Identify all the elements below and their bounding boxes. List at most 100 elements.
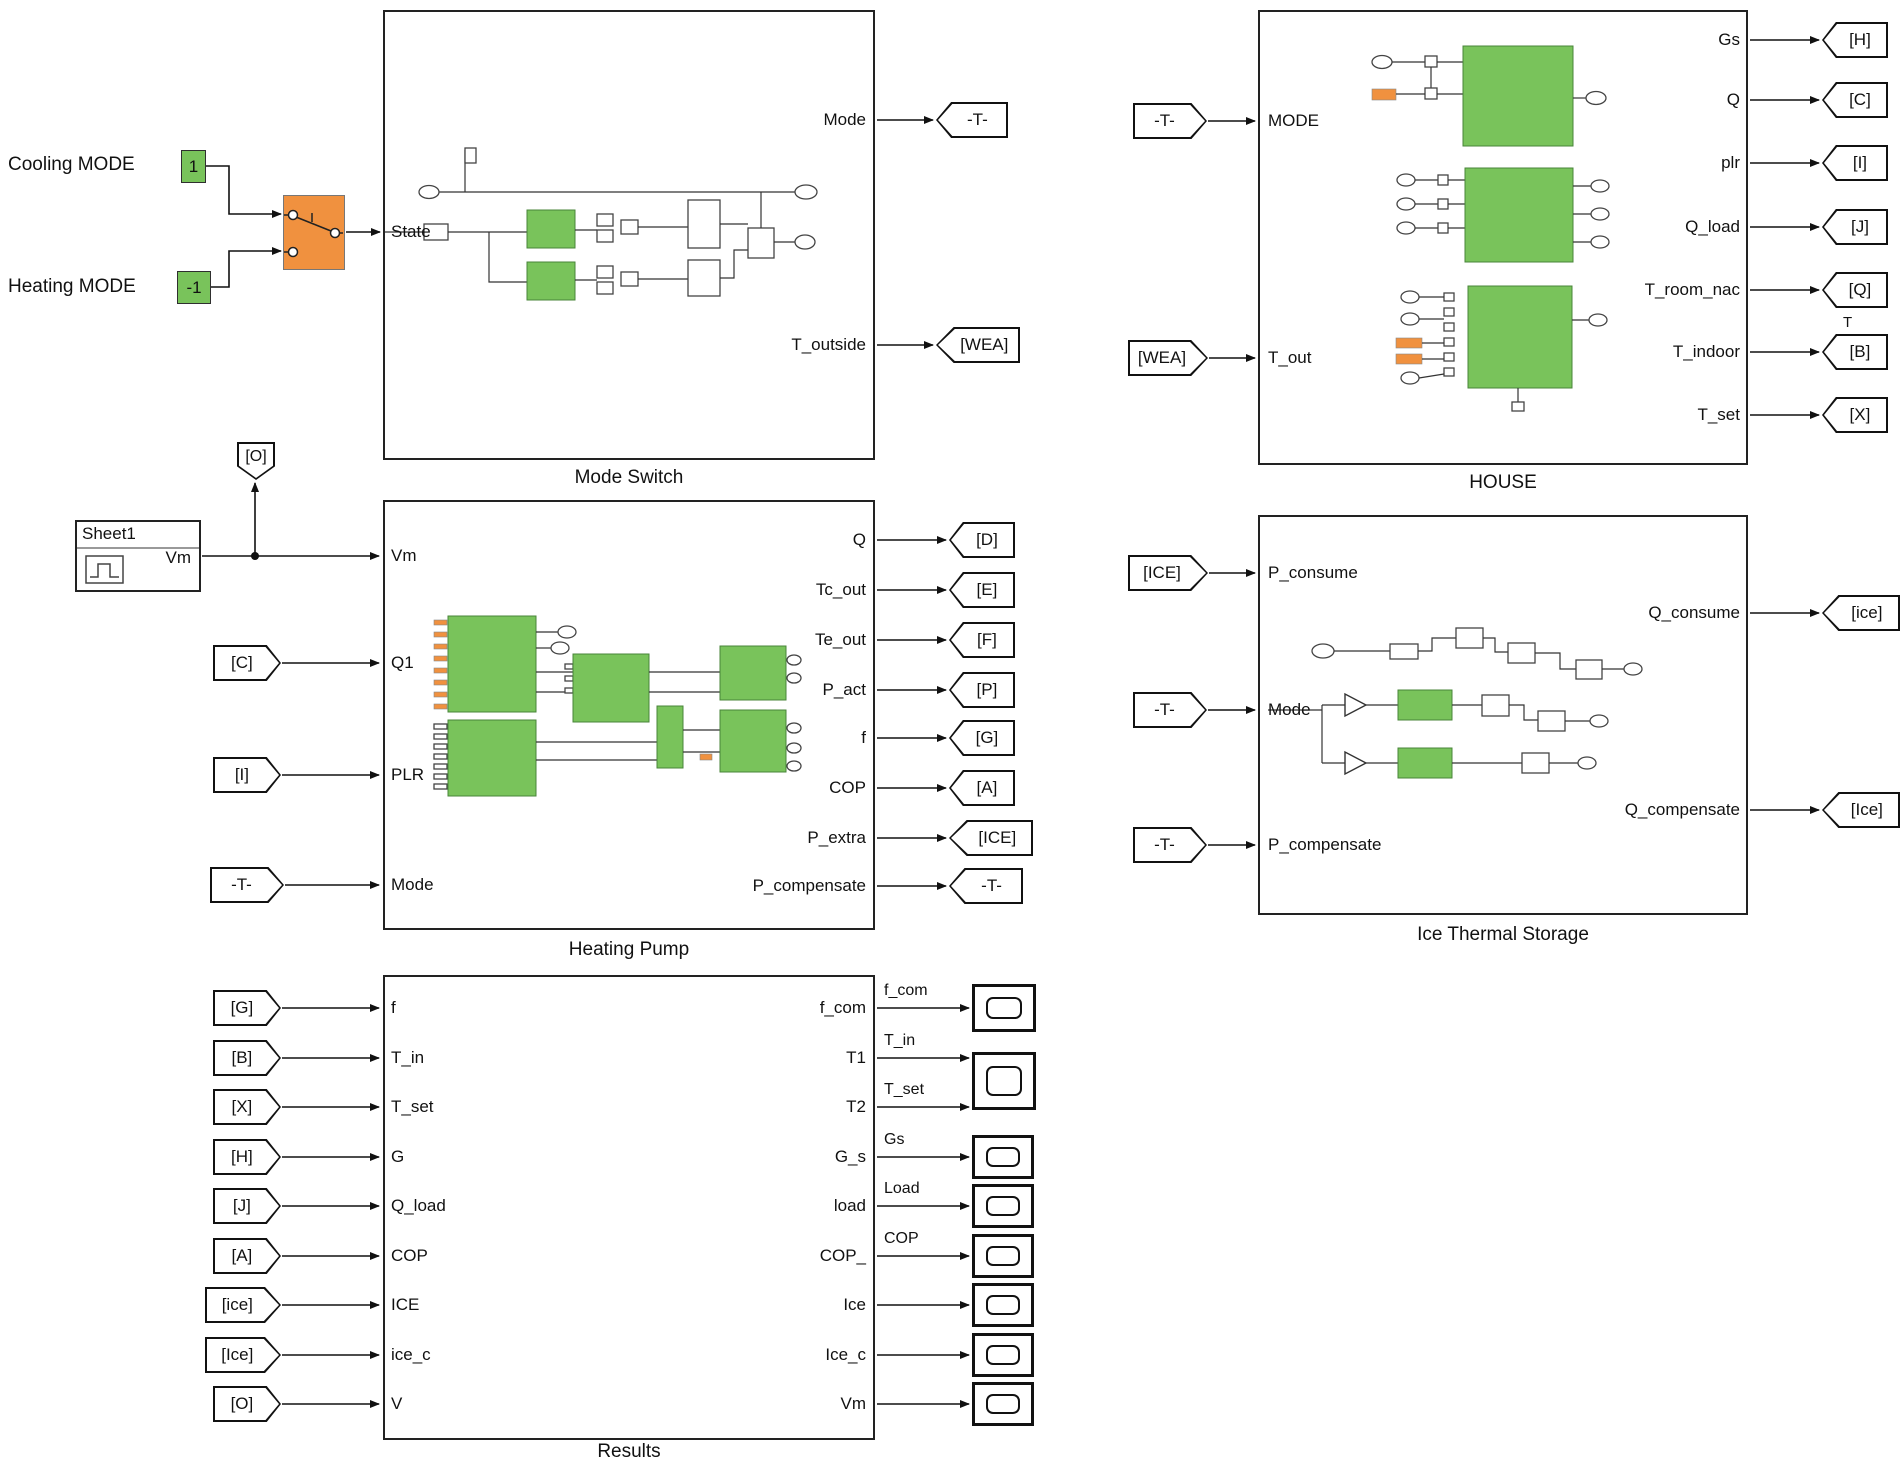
goto-tag-p[interactable]: [P]	[949, 672, 1015, 708]
from-tag-label: [C]	[215, 647, 279, 679]
port-label: T1	[846, 1048, 866, 1067]
goto-tag-h[interactable]: [H]	[1822, 22, 1888, 58]
scope-block[interactable]	[972, 1283, 1034, 1327]
goto-tag-label: [C]	[1824, 84, 1886, 116]
port-label: T_room_nac	[1644, 280, 1740, 299]
scope-screen-icon	[986, 1246, 1020, 1266]
signal-label: T_in	[884, 1032, 916, 1049]
port-label: f	[861, 728, 866, 747]
from-tag-label: [ICE]	[1130, 557, 1206, 589]
goto-tag-g[interactable]: [G]	[949, 720, 1015, 756]
from-tag-label: [B]	[215, 1042, 279, 1074]
signal-builder-block[interactable]: Sheet1 Vm	[75, 520, 201, 592]
port-label: Q_consume	[1648, 603, 1740, 622]
from-tag-x[interactable]: [X]	[213, 1089, 281, 1125]
goto-tag-label: -T-	[951, 870, 1021, 902]
goto-tag-ice-lower[interactable]: [ice]	[1822, 595, 1900, 631]
goto-tag-x[interactable]: [X]	[1822, 397, 1888, 433]
goto-tag-i[interactable]: [I]	[1822, 145, 1888, 181]
goto-tag-a[interactable]: [A]	[949, 770, 1015, 806]
results-subsystem[interactable]	[383, 975, 875, 1440]
goto-tag-label: [I]	[1824, 147, 1886, 179]
goto-tag-label: [Q]	[1824, 274, 1886, 306]
goto-tag-wea[interactable]: [WEA]	[936, 327, 1020, 363]
from-tag-b[interactable]: [B]	[213, 1040, 281, 1076]
from-tag-g[interactable]: [G]	[213, 990, 281, 1026]
goto-tag-c[interactable]: [C]	[1822, 82, 1888, 118]
from-tag-t[interactable]: -T-	[1133, 692, 1207, 728]
port-label: f_com	[819, 998, 866, 1017]
port-label: Te_out	[814, 630, 866, 649]
inner-green-block	[1397, 747, 1453, 779]
scope-block[interactable]	[972, 1333, 1034, 1377]
scope-block[interactable]	[972, 1382, 1034, 1426]
from-tag-label: [X]	[215, 1091, 279, 1123]
port-label: V	[391, 1394, 403, 1413]
from-tag-label: [H]	[215, 1141, 279, 1173]
from-tag-o[interactable]: [O]	[213, 1386, 281, 1422]
signal-label: T_set	[884, 1081, 925, 1098]
mode-switch-interior	[385, 147, 818, 301]
heating-pump-subsystem[interactable]	[383, 500, 875, 930]
house-subsystem[interactable]	[1258, 10, 1748, 465]
scope-block[interactable]	[972, 1052, 1036, 1110]
heating-constant[interactable]: -1	[177, 271, 211, 304]
from-tag-c[interactable]: [C]	[213, 645, 281, 681]
scope-block[interactable]	[972, 1184, 1034, 1228]
inner-wiring	[1371, 45, 1610, 412]
cooling-constant[interactable]: 1	[181, 150, 206, 183]
port-label: Q1	[391, 653, 414, 672]
from-tag-t[interactable]: -T-	[1133, 827, 1207, 863]
heating-mode-label: Heating MODE	[8, 276, 136, 297]
goto-tag-label: [J]	[1824, 211, 1886, 243]
subsystem-title-house: HOUSE	[1469, 472, 1537, 493]
from-tag-j[interactable]: [J]	[213, 1188, 281, 1224]
inner-green-block	[447, 719, 537, 797]
goto-tag-ice[interactable]: [ICE]	[949, 820, 1033, 856]
goto-tag-ice-cap[interactable]: [Ice]	[1822, 792, 1900, 828]
mode-switch-subsystem[interactable]	[383, 10, 875, 460]
goto-tag-b[interactable]: [B]	[1822, 334, 1888, 370]
from-tag-t[interactable]: -T-	[210, 867, 284, 903]
scope-block[interactable]	[972, 1234, 1034, 1278]
port-label-mode: Mode	[823, 110, 866, 129]
switch-block[interactable]	[283, 195, 345, 270]
inner-wiring	[433, 615, 802, 797]
goto-tag-label: [X]	[1824, 399, 1886, 431]
subsystem-title-mode-switch: Mode Switch	[574, 467, 684, 488]
port-label: P_act	[822, 680, 866, 699]
port-label: G_s	[834, 1147, 866, 1166]
port-label: ICE	[391, 1295, 420, 1314]
goto-tag-j[interactable]: [J]	[1822, 209, 1888, 245]
from-tag-a[interactable]: [A]	[213, 1238, 281, 1274]
scope-block[interactable]	[972, 984, 1036, 1032]
inner-green-block	[1464, 167, 1574, 263]
goto-tag-mode[interactable]: -T-	[936, 102, 1008, 138]
goto-tag-label: [Ice]	[1824, 794, 1898, 826]
from-tag-h[interactable]: [H]	[213, 1139, 281, 1175]
port-label: P_compensate	[752, 876, 866, 895]
from-tag-ice-upper[interactable]: [ICE]	[1128, 555, 1208, 591]
inner-green-block	[447, 615, 537, 713]
from-tag-wea[interactable]: [WEA]	[1128, 340, 1208, 376]
goto-tag-f[interactable]: [F]	[949, 622, 1015, 658]
wire	[210, 247, 282, 288]
from-tag-i[interactable]: [I]	[213, 757, 281, 793]
from-tag-ice-cap[interactable]: [Ice]	[205, 1337, 281, 1373]
port-label: Gs	[1718, 30, 1740, 49]
scope-block[interactable]	[972, 1135, 1034, 1179]
from-tag-ice-lower[interactable]: [ice]	[205, 1287, 281, 1323]
port-label: T2	[846, 1097, 866, 1116]
ice-storage-subsystem[interactable]	[1258, 515, 1748, 915]
from-tag-t[interactable]: -T-	[1133, 103, 1207, 139]
goto-tag-q[interactable]: [Q]	[1822, 272, 1888, 308]
goto-tag-t[interactable]: -T-	[949, 868, 1023, 904]
from-tag-label: -T-	[1135, 694, 1205, 726]
goto-tag-d[interactable]: [D]	[949, 522, 1015, 558]
goto-tag-e[interactable]: [E]	[949, 572, 1015, 608]
from-tag-label: -T-	[1135, 829, 1205, 861]
port-label: T_set	[1697, 405, 1740, 424]
goto-tag-label: [A]	[951, 772, 1013, 804]
